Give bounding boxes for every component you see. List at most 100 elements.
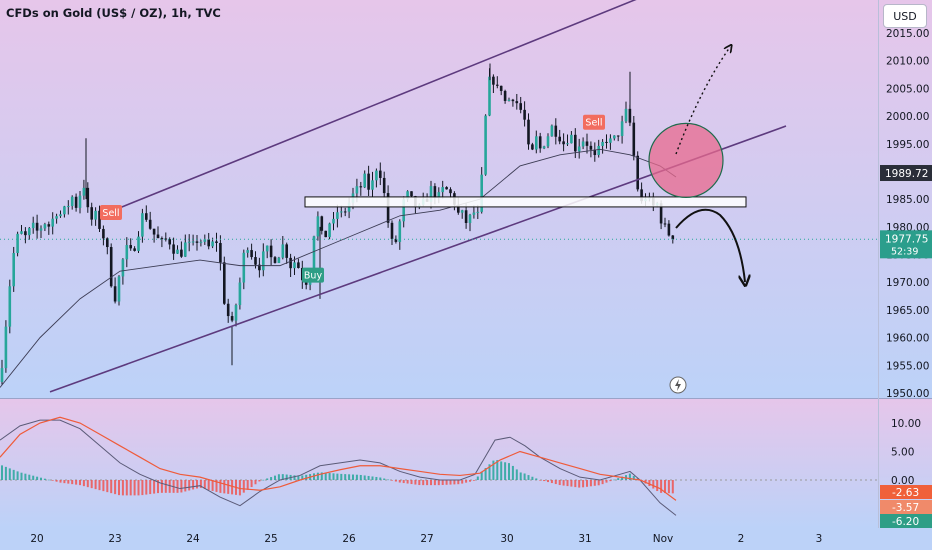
histogram-bar [609,480,612,482]
histogram-bar [558,480,561,486]
current-price-badge [880,230,932,259]
histogram-bar [274,475,276,480]
time-axis: 20 23 24 25 26 27 30 31 Nov 2 3 [30,533,822,545]
signal-label: Buy [304,271,323,282]
histogram-bar [223,480,226,494]
signal-badge [302,267,324,283]
signal-label: Sell [102,208,119,219]
histogram-bar [110,480,113,494]
candle-body [406,191,409,200]
histogram-bar [523,473,526,480]
candle-body [129,245,132,249]
histogram-bar [515,469,518,480]
histogram-bar [238,480,241,496]
histogram-bar [184,480,187,492]
histogram-bar [593,480,596,486]
candle-body [515,101,519,104]
candle-body [234,305,238,321]
macd-axis: 10.00 5.00 0.00-2.63 -3.57 -6.20 [880,418,932,528]
candle-body [67,206,70,208]
candle-body [445,187,448,190]
histogram-bar [90,480,93,489]
histogram-bar [367,475,370,480]
candle-body [90,207,93,220]
signal-label: Sell [585,118,602,129]
histogram-bar [484,468,487,480]
candle-body [262,251,265,271]
price-axis: 2015.002010.002005.002000.001995.001990.… [880,28,932,400]
histogram-bar [391,480,393,481]
histogram-bar [547,480,549,483]
histogram-bar [371,476,374,480]
histogram-bar [340,473,343,480]
histogram-bar [285,474,288,480]
candle-body [441,187,444,193]
candle-body [195,241,199,243]
histogram-bar [570,480,573,487]
candle-body [523,109,526,120]
candle-body [410,191,413,197]
histogram-bar [433,480,436,486]
candle-body [367,173,370,190]
candle-body [0,368,4,382]
histogram-bar [8,468,11,480]
candle-body [39,228,43,231]
candle-body [203,239,207,242]
candle-body [332,218,335,224]
histogram-bar [453,480,456,485]
histogram-bar [519,472,522,480]
candle-body [106,238,109,248]
histogram-bar [250,480,253,488]
histogram-bar [539,480,542,481]
candle-body [616,135,620,137]
candle-body [566,143,569,145]
time-tick-label: 3 [816,533,823,545]
histogram-bar [28,474,31,480]
time-tick-label: 24 [186,533,200,545]
histogram-bar [114,480,117,495]
candle-body [28,228,31,236]
candle-body [464,210,468,223]
candle-body [457,204,460,213]
currency-button[interactable]: USD [883,4,927,28]
candle-body [51,218,54,227]
candle-body [172,244,175,254]
price-tick-label: 1955.00 [886,360,929,372]
macd-value-label: -2.63 [892,487,919,499]
candle-body [31,222,35,229]
histogram-bar [457,480,460,485]
candle-body [550,125,554,137]
histogram-bar [465,480,468,483]
candle-body [480,174,483,212]
price-tick-label: 1985.00 [886,194,929,206]
bearish-arrow [675,208,745,282]
histogram-bar [59,480,62,483]
price-tick-label: 1970.00 [886,277,929,289]
histogram-bar [379,477,382,480]
histogram-bar [266,478,269,480]
candle-body [499,85,503,91]
macd-value-badge [880,485,932,499]
histogram-bar [71,480,74,485]
candle-body [460,210,464,213]
histogram-bar [582,480,585,488]
histogram-bar [531,476,534,480]
candle-body [35,222,39,231]
macd-pane-background [0,398,932,528]
price-tick-label: 1995.00 [886,139,929,151]
histogram-bar [402,480,405,484]
candle-body [277,257,281,263]
histogram-bar [562,480,565,486]
candle-body [16,233,19,254]
candle-body [593,149,597,156]
candle-body [433,186,437,198]
histogram-bar [613,479,616,481]
histogram-bar [667,480,670,494]
candle-body [562,141,565,145]
highlight-circle [648,122,724,198]
candle-body [320,216,324,231]
histogram-bar [632,476,635,480]
candle-body [207,239,210,247]
histogram-bar [437,480,440,486]
